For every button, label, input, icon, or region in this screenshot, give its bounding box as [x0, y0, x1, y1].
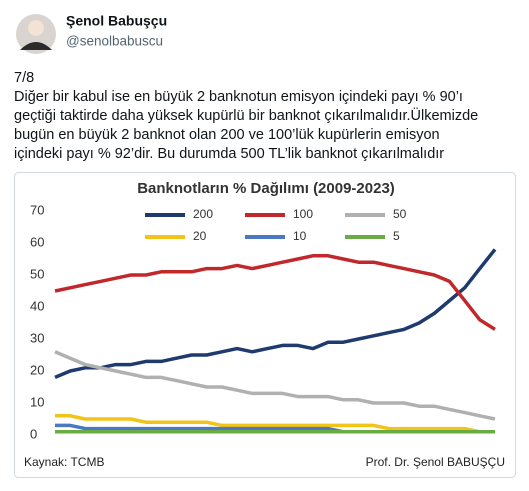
- legend-label: 100: [293, 207, 313, 221]
- series-line: [54, 248, 497, 380]
- y-tick-label: 30: [30, 330, 44, 345]
- y-tick-label: 50: [30, 266, 44, 281]
- legend-label: 20: [193, 229, 207, 243]
- source: Kaynak: TCMB: [24, 455, 104, 469]
- legend-label: 200: [193, 207, 213, 221]
- series-line: [54, 350, 496, 421]
- user-name[interactable]: Şenol Babuşçu: [66, 13, 167, 29]
- user-handle[interactable]: @senolbabuscu: [66, 34, 163, 49]
- y-tick-label: 20: [30, 362, 44, 377]
- legend-label: 10: [293, 229, 307, 243]
- series-line: [55, 414, 495, 434]
- tweet-line: bugün en büyük 2 banknot olan 200 ve 100…: [14, 127, 440, 143]
- legend-label: 50: [393, 207, 407, 221]
- avatar-face: [28, 20, 44, 36]
- series-line: [54, 254, 496, 331]
- tweet-text: 7/8 Diğer bir kabul ise en büyük 2 bankno…: [14, 70, 478, 162]
- y-tick-label: 10: [30, 394, 44, 409]
- tweet-line: Diğer bir kabul ise en büyük 2 banknotun…: [14, 89, 463, 105]
- y-tick-label: 40: [30, 298, 44, 313]
- tweet-line: içindeki payı % 92’dir. Bu durumda 500 T…: [14, 146, 444, 162]
- y-tick-label: 70: [30, 202, 44, 217]
- tweet-line: 7/8: [14, 70, 34, 86]
- y-tick-label: 0: [30, 426, 37, 441]
- author: Prof. Dr. Şenol BABUŞÇU: [366, 455, 505, 469]
- tweet-line: geçtiği taktirde daha yüksek kupürlü bir…: [14, 106, 478, 124]
- avatar-body: [20, 42, 52, 50]
- y-tick-label: 60: [30, 234, 44, 249]
- chart-title: Banknotların % Dağılımı (2009-2023): [137, 180, 395, 197]
- legend-label: 5: [393, 229, 400, 243]
